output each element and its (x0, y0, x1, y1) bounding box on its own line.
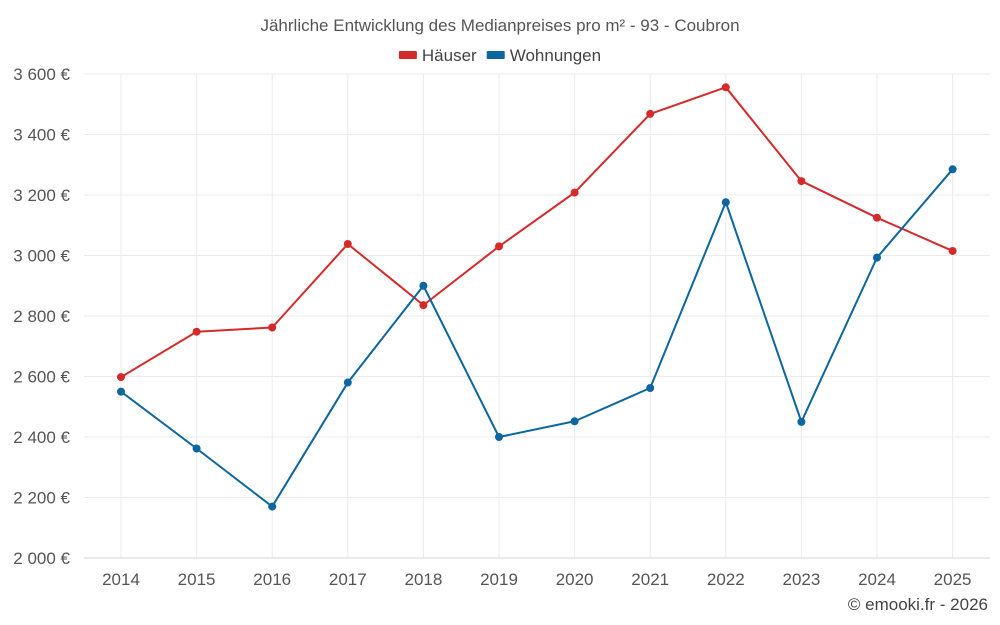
y-tick-label: 2 000 € (13, 549, 70, 568)
data-point[interactable] (495, 242, 503, 251)
series-wohnungen (117, 165, 957, 511)
x-tick-label: 2019 (480, 570, 518, 589)
series-haeuser (117, 83, 957, 382)
y-tick-label: 2 200 € (13, 489, 70, 508)
y-gridlines (84, 73, 990, 559)
data-point[interactable] (721, 198, 730, 207)
series-layer (117, 83, 957, 511)
x-gridlines (120, 74, 954, 558)
x-tick-label: 2014 (102, 570, 140, 589)
legend-label: Wohnungen (510, 46, 601, 65)
data-point[interactable] (117, 373, 125, 382)
legend-swatch (486, 51, 505, 59)
legend-item[interactable]: Wohnungen (486, 46, 601, 65)
x-tick-label: 2025 (934, 570, 972, 589)
x-tick-label: 2015 (178, 570, 216, 589)
data-point[interactable] (419, 281, 428, 290)
data-point[interactable] (343, 378, 352, 387)
x-axis-tick-labels: 2014 2015 2016 2017 2018 2019 2020 2021 2022 2023… (102, 570, 971, 589)
data-point[interactable] (948, 246, 957, 255)
data-point[interactable] (948, 165, 957, 174)
data-point[interactable] (343, 240, 352, 249)
chart-title: Jährliche Entwicklung des Medianpreises … (260, 16, 739, 35)
data-point[interactable] (268, 502, 277, 511)
data-point[interactable] (419, 301, 428, 310)
legend: Häuser Wohnungen (398, 46, 601, 65)
series-line (120, 86, 954, 378)
y-tick-label: 2 400 € (13, 428, 70, 447)
data-point[interactable] (873, 253, 881, 262)
y-tick-label: 2 600 € (13, 368, 70, 387)
data-point[interactable] (797, 417, 806, 426)
data-point[interactable] (646, 383, 655, 392)
y-tick-label: 3 600 € (13, 65, 70, 84)
y-tick-label: 3 400 € (13, 126, 70, 145)
data-point[interactable] (570, 417, 579, 426)
x-tick-label: 2018 (404, 570, 442, 589)
data-point[interactable] (192, 444, 201, 453)
x-tick-label: 2022 (707, 570, 745, 589)
data-point[interactable] (192, 327, 201, 336)
x-tick-label: 2024 (858, 570, 896, 589)
data-point[interactable] (570, 188, 579, 197)
legend-item[interactable]: Häuser (398, 46, 477, 65)
x-tick-label: 2016 (253, 570, 291, 589)
x-tick-label: 2021 (631, 570, 669, 589)
data-point[interactable] (646, 109, 655, 118)
data-point[interactable] (117, 387, 125, 396)
x-tick-label: 2017 (329, 570, 367, 589)
y-tick-label: 3 200 € (13, 186, 70, 205)
y-tick-label: 2 800 € (13, 307, 70, 326)
data-point[interactable] (797, 177, 806, 186)
y-axis-tick-labels: 2 000 € 2 200 € 2 400 € 2 600 € 2 800 € 3 000… (13, 65, 70, 568)
y-tick-label: 3 000 € (13, 247, 70, 266)
series-line (120, 168, 954, 508)
data-point[interactable] (721, 83, 730, 92)
legend-label: Häuser (422, 46, 477, 65)
credit-text: © emooki.fr - 2026 (848, 595, 988, 614)
data-point[interactable] (268, 323, 277, 332)
data-point[interactable] (495, 433, 503, 441)
x-tick-label: 2023 (782, 570, 820, 589)
x-tick-label: 2020 (556, 570, 594, 589)
data-point[interactable] (873, 213, 881, 222)
legend-swatch (398, 51, 417, 59)
